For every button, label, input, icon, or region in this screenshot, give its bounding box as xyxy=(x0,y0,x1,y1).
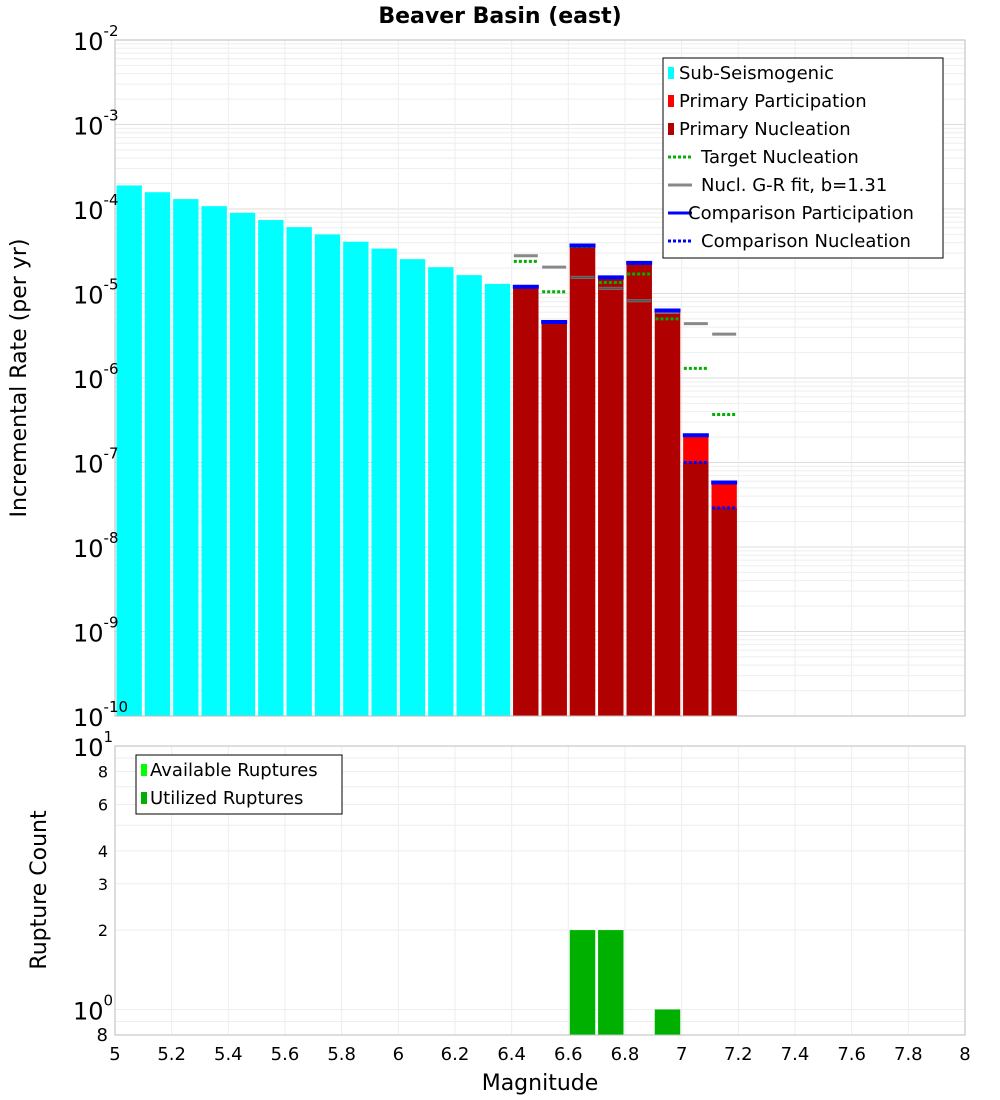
utilized-ruptures-bar xyxy=(569,930,596,1035)
magnitude-x-tick-label: 5.4 xyxy=(214,1044,243,1065)
rate-y-tick-label: 10-4 xyxy=(73,191,119,225)
magnitude-x-tick-label: 7.2 xyxy=(724,1044,753,1065)
count-y-major-tick-label: 101 xyxy=(73,728,113,762)
sub-seismogenic-bar xyxy=(399,259,426,716)
rate-y-tick-label: 10-9 xyxy=(73,614,119,648)
legend-swatch xyxy=(141,792,147,804)
rate-y-tick-label: 10-10 xyxy=(73,698,128,732)
magnitude-x-tick-label: 5 xyxy=(109,1044,120,1065)
sub-seismogenic-bar xyxy=(258,220,284,716)
legend-label: Primary Participation xyxy=(679,91,867,112)
utilized-ruptures-bar xyxy=(654,1009,681,1035)
count-y-axis-title: Rupture Count xyxy=(27,810,52,970)
x-axis-title: Magnitude xyxy=(482,1071,599,1096)
sub-seismogenic-bar xyxy=(456,275,482,716)
primary-nucleation-bar xyxy=(541,321,567,716)
primary-nucleation-bar xyxy=(513,286,539,716)
magnitude-x-tick-label: 7.4 xyxy=(781,1044,810,1065)
legend-label: Utilized Ruptures xyxy=(150,788,303,809)
magnitude-x-tick-label: 7.8 xyxy=(894,1044,923,1065)
sub-seismogenic-bar xyxy=(343,241,369,716)
legend-label: Nucl. G-R fit, b=1.31 xyxy=(701,175,887,196)
count-y-minor-tick-label: 3 xyxy=(98,875,108,894)
count-y-major-tick-label: 100 xyxy=(73,991,113,1025)
legend-label: Primary Nucleation xyxy=(679,119,851,140)
legend-swatch xyxy=(668,123,674,135)
rate-panel: 10-10 10-9 10-8 10-7 10-6 10-5 10-4 10-3 10-2 In… xyxy=(7,22,966,732)
sub-seismogenic-bar xyxy=(371,248,397,716)
rate-bars xyxy=(116,185,737,717)
rate-y-tick-label: 10-2 xyxy=(73,22,119,56)
legend-label: Available Ruptures xyxy=(150,760,318,781)
sub-seismogenic-bar xyxy=(484,283,511,716)
sub-seismogenic-bar xyxy=(144,192,171,716)
rate-y-tick-label: 10-5 xyxy=(73,276,119,310)
magnitude-x-tick-label: 7 xyxy=(676,1044,687,1065)
count-y-minor-tick-label: 2 xyxy=(98,921,108,940)
sub-seismogenic-bar xyxy=(428,267,454,716)
magnitude-x-tick-label: 5.6 xyxy=(271,1044,300,1065)
primary-nucleation-bar xyxy=(683,462,709,716)
magnitude-x-tick-label: 8 xyxy=(959,1044,970,1065)
rate-plot-frame xyxy=(114,39,966,717)
magnitude-x-tick-label: 6.2 xyxy=(441,1044,470,1065)
count-legend: Available Ruptures Utilized Ruptures xyxy=(135,754,343,815)
legend-swatch xyxy=(668,67,674,79)
legend-label: Target Nucleation xyxy=(700,147,859,168)
legend-label: Comparison Participation xyxy=(688,203,914,224)
legend-swatch xyxy=(141,764,147,776)
count-bars xyxy=(569,930,681,1035)
rate-comparison-lines xyxy=(512,243,738,510)
primary-nucleation-bar xyxy=(654,310,681,716)
count-y-minor-tick-label: 8 xyxy=(98,763,108,782)
primary-nucleation-bar xyxy=(598,277,624,716)
primary-nucleation-bar xyxy=(711,507,737,716)
sub-seismogenic-bar xyxy=(173,199,199,716)
primary-nucleation-bar xyxy=(569,245,596,717)
magnitude-x-tick-label: 7.6 xyxy=(837,1044,866,1065)
magnitude-x-tick-label: 5.8 xyxy=(327,1044,356,1065)
count-y-minor-tick-label: 8 xyxy=(97,1025,108,1046)
count-plot-frame xyxy=(114,745,966,1036)
chart-title: Beaver Basin (east) xyxy=(378,4,621,29)
rate-legend: Sub-Seismogenic Primary Participation Prim… xyxy=(662,57,944,259)
sub-seismogenic-bar xyxy=(314,234,341,717)
primary-nucleation-bar xyxy=(626,262,652,716)
rate-y-tick-label: 10-8 xyxy=(73,529,119,563)
magnitude-x-tick-label: 6 xyxy=(393,1044,404,1065)
sub-seismogenic-bar xyxy=(116,185,142,717)
legend-swatch xyxy=(668,95,674,107)
magnitude-x-tick-label: 6.8 xyxy=(611,1044,640,1065)
sub-seismogenic-bar xyxy=(286,227,312,716)
utilized-ruptures-bar xyxy=(598,930,624,1035)
magnitude-x-ticks: 5 5.2 5.4 5.6 5.8 6 6.2 6.4 6.6 6.8 7 7.2 7.4 7.6 7.8 8 xyxy=(109,1044,970,1065)
count-legend-box xyxy=(135,754,343,815)
legend-label: Sub-Seismogenic xyxy=(679,63,834,84)
legend-label: Comparison Nucleation xyxy=(701,231,911,252)
magnitude-x-tick-label: 6.4 xyxy=(497,1044,526,1065)
count-y-minor-tick-label: 6 xyxy=(98,795,108,814)
rate-grid xyxy=(114,40,966,717)
count-y-minor-tick-label: 4 xyxy=(98,842,108,861)
sub-seismogenic-bar xyxy=(201,206,227,716)
rate-y-tick-label: 10-3 xyxy=(73,107,119,141)
rate-y-tick-label: 10-6 xyxy=(73,360,119,394)
magnitude-x-tick-label: 6.6 xyxy=(554,1044,583,1065)
sub-seismogenic-bar xyxy=(229,212,256,716)
rate-y-ticks: 10-10 10-9 10-8 10-7 10-6 10-5 10-4 10-3 10-2 xyxy=(73,22,128,732)
rate-legend-box xyxy=(662,57,944,259)
rate-y-axis-title: Incremental Rate (per yr) xyxy=(7,239,32,518)
magnitude-x-tick-label: 5.2 xyxy=(157,1044,186,1065)
rate-y-tick-label: 10-7 xyxy=(73,445,119,479)
